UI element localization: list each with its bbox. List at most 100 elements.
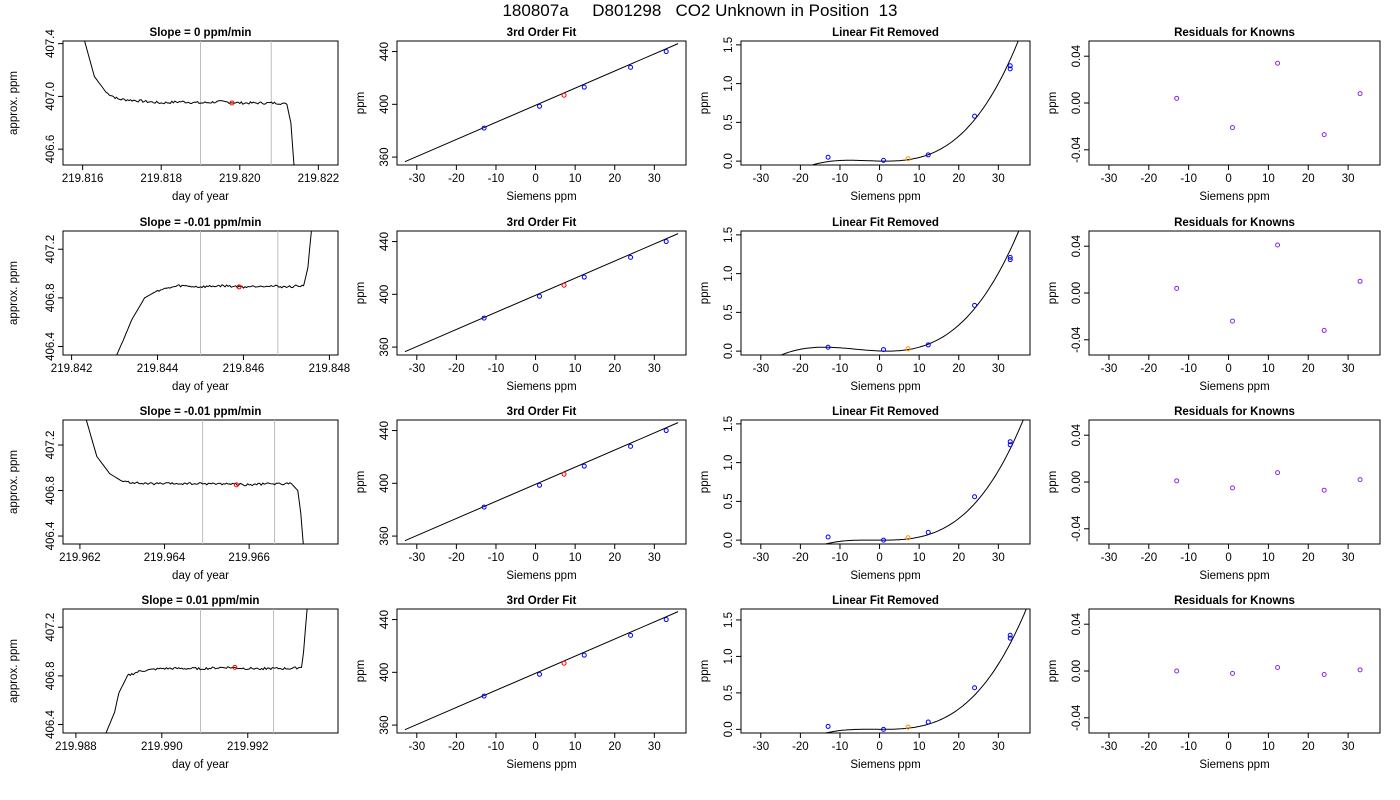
residuals-panel-row-4: Residuals for Knowns -30 -20 -10 0 10 20 30 -0.0… bbox=[1047, 595, 1381, 771]
x-tick-label: 0 bbox=[876, 363, 882, 375]
x-tick-label: 20 bbox=[608, 363, 621, 375]
x-tick-label: 0 bbox=[1225, 363, 1231, 375]
x-tick-label: 219.818 bbox=[140, 173, 182, 185]
x-tick-label: -10 bbox=[832, 741, 849, 753]
residual-point bbox=[1174, 478, 1180, 484]
x-tick-label: -20 bbox=[1140, 173, 1157, 185]
fit-line bbox=[404, 611, 679, 731]
unknown-point bbox=[905, 346, 911, 352]
residual-point bbox=[1174, 285, 1180, 291]
plot-area bbox=[823, 609, 1027, 733]
y-tick-label: -0.04 bbox=[1071, 136, 1083, 163]
x-tick-label: 10 bbox=[913, 552, 926, 564]
plot-frame bbox=[740, 419, 1031, 545]
x-axis-label: Siemens ppm bbox=[1199, 381, 1269, 393]
plot-frame bbox=[396, 230, 687, 356]
unknown-point bbox=[905, 535, 911, 541]
y-tick-label: 400 bbox=[379, 474, 391, 493]
y-axis-label: ppm bbox=[355, 282, 367, 304]
y-tick-label: 407.2 bbox=[45, 431, 57, 460]
y-tick-label: 440 bbox=[379, 610, 391, 629]
known-point bbox=[581, 84, 587, 90]
y-axis-label: ppm bbox=[355, 471, 367, 493]
unknown-mean-marker bbox=[236, 284, 242, 290]
x-tick-label: -20 bbox=[448, 363, 465, 375]
known-point bbox=[1007, 442, 1013, 448]
fit-line bbox=[404, 422, 679, 542]
x-axis-label: Siemens ppm bbox=[1199, 759, 1269, 771]
y-tick-label: 407.0 bbox=[45, 82, 57, 111]
x-tick-label: 219.822 bbox=[298, 173, 340, 185]
unknown-point bbox=[905, 724, 911, 730]
x-tick-label: 0 bbox=[1225, 552, 1231, 564]
y-axis-label: approx. ppm bbox=[8, 639, 20, 703]
linear-fit-removed-panel-row-4: Linear Fit Removed -30 -20 -10 0 10 20 30 0.0 0.5… bbox=[699, 595, 1031, 771]
x-axis-label: Siemens ppm bbox=[506, 191, 576, 203]
x-tick-label: 0 bbox=[532, 552, 538, 564]
unknown-point bbox=[561, 282, 567, 288]
y-tick-label: 440 bbox=[379, 421, 391, 440]
known-point bbox=[628, 443, 634, 449]
residual-point bbox=[1321, 487, 1327, 493]
x-tick-label: -30 bbox=[1101, 741, 1118, 753]
plot-area bbox=[1174, 60, 1363, 138]
time-series-panel-row-3: Slope = -0.01 ppm/min 219.962 219.964 219.9… bbox=[8, 406, 339, 582]
x-tick-label: 0 bbox=[532, 741, 538, 753]
x-tick-label: 20 bbox=[1302, 741, 1315, 753]
plot-area bbox=[1174, 470, 1363, 493]
y-tick-label: 0.00 bbox=[1071, 282, 1083, 304]
x-tick-label: 219.820 bbox=[219, 173, 261, 185]
x-tick-label: 30 bbox=[992, 173, 1005, 185]
y-tick-label: 0.5 bbox=[723, 114, 735, 130]
y-tick-label: 0.0 bbox=[723, 343, 735, 359]
linear-fit-removed-panel-row-3: Linear Fit Removed -30 -20 -10 0 10 20 30 0.0 0.5… bbox=[699, 406, 1031, 582]
panel-title: 3rd Order Fit bbox=[507, 595, 577, 607]
x-tick-label: 10 bbox=[913, 741, 926, 753]
x-tick-label: 219.990 bbox=[141, 741, 183, 753]
x-tick-label: -30 bbox=[408, 363, 425, 375]
x-tick-label: 0 bbox=[876, 173, 882, 185]
x-tick-label: 219.966 bbox=[228, 552, 270, 564]
y-tick-label: 0.04 bbox=[1071, 612, 1083, 635]
x-tick-label: -10 bbox=[832, 363, 849, 375]
residuals-panel-row-1: Residuals for Knowns -30 -20 -10 0 10 20 30 -0.0… bbox=[1047, 27, 1381, 203]
unknown-point bbox=[561, 660, 567, 666]
known-point bbox=[881, 726, 887, 732]
x-tick-label: 0 bbox=[532, 363, 538, 375]
panel-title: Linear Fit Removed bbox=[832, 406, 939, 418]
y-tick-label: 440 bbox=[379, 232, 391, 251]
plot-area bbox=[404, 422, 679, 542]
y-tick-label: 407.4 bbox=[45, 29, 57, 58]
y-tick-label: 1.5 bbox=[723, 227, 735, 243]
x-tick-label: 20 bbox=[952, 552, 965, 564]
y-tick-label: 360 bbox=[379, 715, 391, 734]
residual-point bbox=[1275, 60, 1281, 66]
x-tick-label: -20 bbox=[448, 741, 465, 753]
panel-title: Residuals for Knowns bbox=[1174, 595, 1295, 607]
x-tick-label: 219.992 bbox=[227, 741, 269, 753]
fit-panel-row-3: 3rd Order Fit -30 -20 -10 0 10 20 30 360 400 440 Si… bbox=[355, 406, 687, 582]
x-tick-label: 10 bbox=[1262, 363, 1275, 375]
y-axis-label: ppm bbox=[1047, 471, 1059, 493]
y-tick-label: 0.04 bbox=[1071, 423, 1083, 446]
cubic-residual-curve bbox=[810, 41, 1019, 165]
panel-title: Slope = -0.01 ppm/min bbox=[140, 406, 262, 418]
known-point bbox=[481, 125, 487, 131]
x-tick-label: -20 bbox=[792, 173, 809, 185]
plot-area bbox=[84, 41, 295, 165]
unknown-mean-marker bbox=[233, 482, 239, 488]
time-series-panel-row-1: Slope = 0 ppm/min 219.816 219.818 219.820 21… bbox=[8, 27, 340, 203]
x-tick-label: 219.964 bbox=[144, 552, 186, 564]
known-point bbox=[663, 49, 669, 55]
y-axis-label: ppm bbox=[1047, 92, 1059, 114]
x-axis-label: Siemens ppm bbox=[850, 759, 920, 771]
y-tick-label: 406.6 bbox=[45, 135, 57, 164]
plot-frame bbox=[1088, 40, 1381, 166]
y-axis-label: ppm bbox=[699, 92, 711, 114]
plot-frame bbox=[740, 608, 1031, 734]
y-axis-label: ppm bbox=[699, 471, 711, 493]
panel-title: Linear Fit Removed bbox=[832, 595, 939, 607]
plot-frame bbox=[1088, 608, 1381, 734]
x-tick-label: 30 bbox=[648, 363, 661, 375]
